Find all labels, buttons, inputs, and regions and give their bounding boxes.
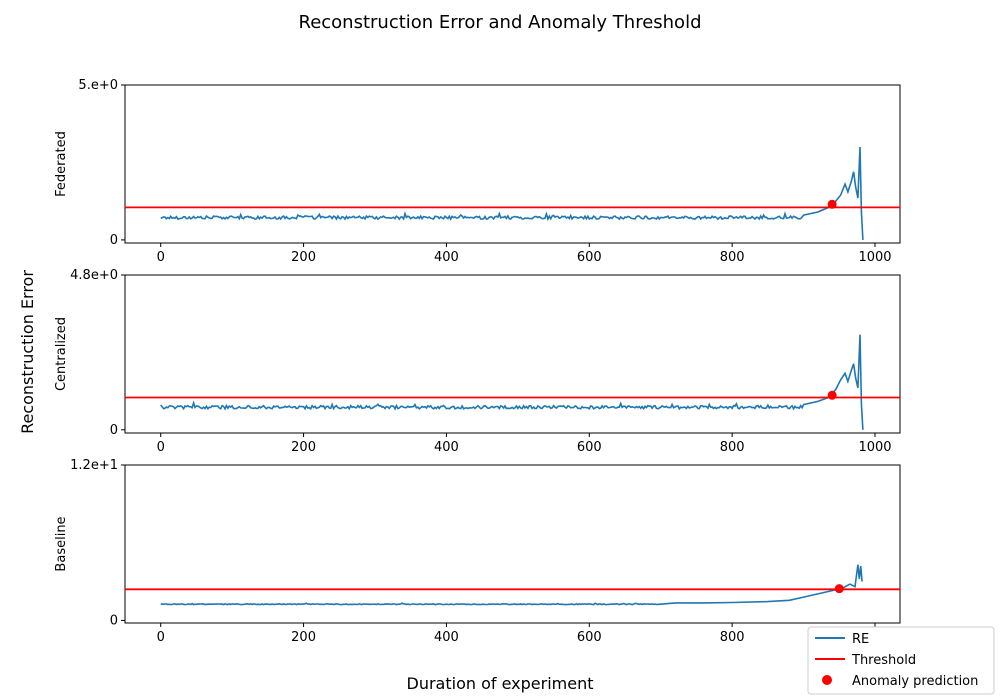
axes-frame xyxy=(124,464,901,624)
x-tick-label: 0 xyxy=(157,440,165,455)
chart-title: Reconstruction Error and Anomaly Thresho… xyxy=(299,12,702,33)
x-tick-label: 600 xyxy=(577,440,602,455)
x-tick-label: 600 xyxy=(577,250,602,265)
panel-centralized: 0 200 400 600 800 1000 0 4.8e+0 Centralized xyxy=(54,268,901,455)
anomaly-point xyxy=(827,390,837,400)
legend-anomaly-swatch xyxy=(822,675,832,685)
x-tick-label: 800 xyxy=(720,630,745,645)
y-tick-label: 1.2e+1 xyxy=(70,458,118,473)
panel-ylabel: Baseline xyxy=(54,516,69,571)
re-series-line xyxy=(160,564,863,606)
panel-ylabel: Centralized xyxy=(54,317,69,391)
x-tick-label: 400 xyxy=(434,440,459,455)
panel-federated: 0 200 400 600 800 1000 0 5.e+0 Federated xyxy=(54,78,901,265)
panel-ylabel: Federated xyxy=(54,131,69,197)
x-tick-label: 600 xyxy=(577,630,602,645)
x-tick-label: 200 xyxy=(291,630,316,645)
x-axis-label: Duration of experiment xyxy=(407,674,594,693)
legend: RE Threshold Anomaly prediction xyxy=(807,626,995,695)
x-tick-label: 0 xyxy=(157,250,165,265)
x-tick-label: 0 xyxy=(157,630,165,645)
y-tick-label: 4.8e+0 xyxy=(70,268,118,283)
legend-box xyxy=(807,626,995,695)
x-tick-label: 200 xyxy=(291,440,316,455)
anomaly-point xyxy=(827,199,837,209)
x-tick-label: 400 xyxy=(434,630,459,645)
axes-frame xyxy=(124,84,901,244)
x-tick-label: 200 xyxy=(291,250,316,265)
re-series-line xyxy=(160,334,864,430)
legend-threshold-label: Threshold xyxy=(851,653,916,668)
legend-re-label: RE xyxy=(852,632,869,647)
y-tick-label: 0 xyxy=(110,233,118,248)
axes-frame xyxy=(124,274,901,434)
y-tick-label: 0 xyxy=(110,613,118,628)
re-series-line xyxy=(160,146,864,240)
x-tick-label: 800 xyxy=(720,440,745,455)
legend-anomaly-label: Anomaly prediction xyxy=(852,674,978,689)
y-tick-label: 5.e+0 xyxy=(78,78,118,93)
y-axis-label: Reconstruction Error xyxy=(18,270,37,434)
chart-panels: 0 200 400 600 800 1000 0 5.e+0 Federated 0 200 400 6… xyxy=(54,78,901,645)
x-tick-label: 1000 xyxy=(858,440,891,455)
anomaly-point xyxy=(834,584,844,594)
x-tick-label: 800 xyxy=(720,250,745,265)
x-tick-label: 1000 xyxy=(858,250,891,265)
y-tick-label: 0 xyxy=(110,423,118,438)
x-tick-label: 400 xyxy=(434,250,459,265)
